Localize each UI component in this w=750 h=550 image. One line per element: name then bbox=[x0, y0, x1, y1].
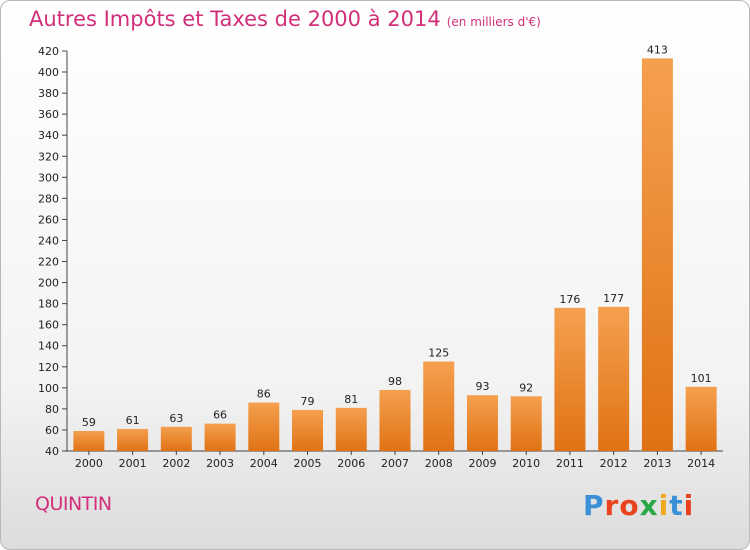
y-tick-label: 380 bbox=[38, 87, 59, 100]
x-tick-label-2001: 2001 bbox=[119, 457, 147, 470]
y-tick-label: 420 bbox=[38, 45, 59, 58]
data-label-2005: 79 bbox=[301, 395, 315, 408]
y-tick-label: 120 bbox=[38, 361, 59, 374]
y-tick-label: 220 bbox=[38, 256, 59, 269]
data-label-2012: 177 bbox=[603, 292, 624, 305]
bar-2006 bbox=[335, 407, 367, 451]
y-tick-label: 240 bbox=[38, 234, 59, 247]
logo-letter: i bbox=[658, 489, 670, 522]
data-label-2011: 176 bbox=[559, 293, 580, 306]
bar-2004 bbox=[248, 402, 280, 451]
x-tick-label-2008: 2008 bbox=[425, 457, 453, 470]
y-tick-label: 320 bbox=[38, 150, 59, 163]
bar-2012 bbox=[598, 306, 630, 451]
y-tick-label: 280 bbox=[38, 192, 59, 205]
bar-2000 bbox=[73, 431, 105, 451]
bar-2011 bbox=[554, 307, 586, 451]
y-tick-label: 360 bbox=[38, 108, 59, 121]
y-tick-label: 180 bbox=[38, 298, 59, 311]
logo-letter: x bbox=[639, 489, 659, 522]
data-label-2009: 93 bbox=[475, 380, 489, 393]
x-tick-label-2007: 2007 bbox=[381, 457, 409, 470]
bar-2003 bbox=[204, 423, 236, 451]
data-label-2006: 81 bbox=[344, 393, 358, 406]
y-tick-label: 140 bbox=[38, 340, 59, 353]
x-tick-label-2010: 2010 bbox=[512, 457, 540, 470]
logo-letter: r bbox=[604, 489, 620, 522]
x-tick-label-2012: 2012 bbox=[600, 457, 628, 470]
y-tick-label: 300 bbox=[38, 171, 59, 184]
bar-2001 bbox=[117, 428, 149, 451]
bar-2008 bbox=[423, 361, 455, 451]
y-tick-label: 60 bbox=[45, 424, 59, 437]
town-name: QUINTIN bbox=[35, 493, 112, 515]
bar-2010 bbox=[510, 396, 542, 451]
logo-letter: t bbox=[669, 489, 684, 522]
bar-2005 bbox=[292, 409, 324, 451]
data-label-2014: 101 bbox=[691, 372, 712, 385]
x-tick-label-2005: 2005 bbox=[294, 457, 322, 470]
data-label-2008: 125 bbox=[428, 347, 449, 360]
x-tick-label-2002: 2002 bbox=[162, 457, 190, 470]
x-tick-label-2009: 2009 bbox=[468, 457, 496, 470]
y-tick-label: 260 bbox=[38, 213, 59, 226]
proxiti-logo: Proxiti bbox=[583, 489, 694, 522]
x-tick-label-2014: 2014 bbox=[687, 457, 715, 470]
y-tick-label: 100 bbox=[38, 382, 59, 395]
data-label-2002: 63 bbox=[169, 412, 183, 425]
y-tick-label: 200 bbox=[38, 277, 59, 290]
y-tick-label: 340 bbox=[38, 129, 59, 142]
data-label-2013: 413 bbox=[647, 43, 668, 56]
chart-title: Autres Impôts et Taxes de 2000 à 2014 (en… bbox=[29, 7, 541, 31]
data-label-2000: 59 bbox=[82, 416, 96, 429]
y-tick-label: 40 bbox=[45, 445, 59, 458]
bar-2002 bbox=[160, 426, 192, 451]
y-tick-label: 400 bbox=[38, 66, 59, 79]
bar-2014 bbox=[685, 386, 717, 451]
data-label-2010: 92 bbox=[519, 381, 533, 394]
x-tick-label-2013: 2013 bbox=[643, 457, 671, 470]
x-tick-label-2011: 2011 bbox=[556, 457, 584, 470]
y-tick-label: 80 bbox=[45, 403, 59, 416]
x-tick-label-2000: 2000 bbox=[75, 457, 103, 470]
bar-2009 bbox=[466, 395, 498, 451]
chart-title-text: Autres Impôts et Taxes de 2000 à 2014 bbox=[29, 7, 441, 31]
x-tick-label-2004: 2004 bbox=[250, 457, 278, 470]
data-label-2004: 86 bbox=[257, 388, 271, 401]
data-label-2001: 61 bbox=[126, 414, 140, 427]
x-tick-label-2003: 2003 bbox=[206, 457, 234, 470]
logo-letter: i bbox=[683, 489, 695, 522]
logo-letter: o bbox=[619, 489, 640, 522]
data-label-2003: 66 bbox=[213, 409, 227, 422]
y-tick-label: 160 bbox=[38, 319, 59, 332]
x-tick-label-2006: 2006 bbox=[337, 457, 365, 470]
bar-2007 bbox=[379, 389, 411, 451]
chart-subtitle: (en milliers d'€) bbox=[446, 15, 541, 29]
bar-2013 bbox=[641, 58, 673, 452]
data-label-2007: 98 bbox=[388, 375, 402, 388]
logo-letter: P bbox=[583, 489, 605, 522]
